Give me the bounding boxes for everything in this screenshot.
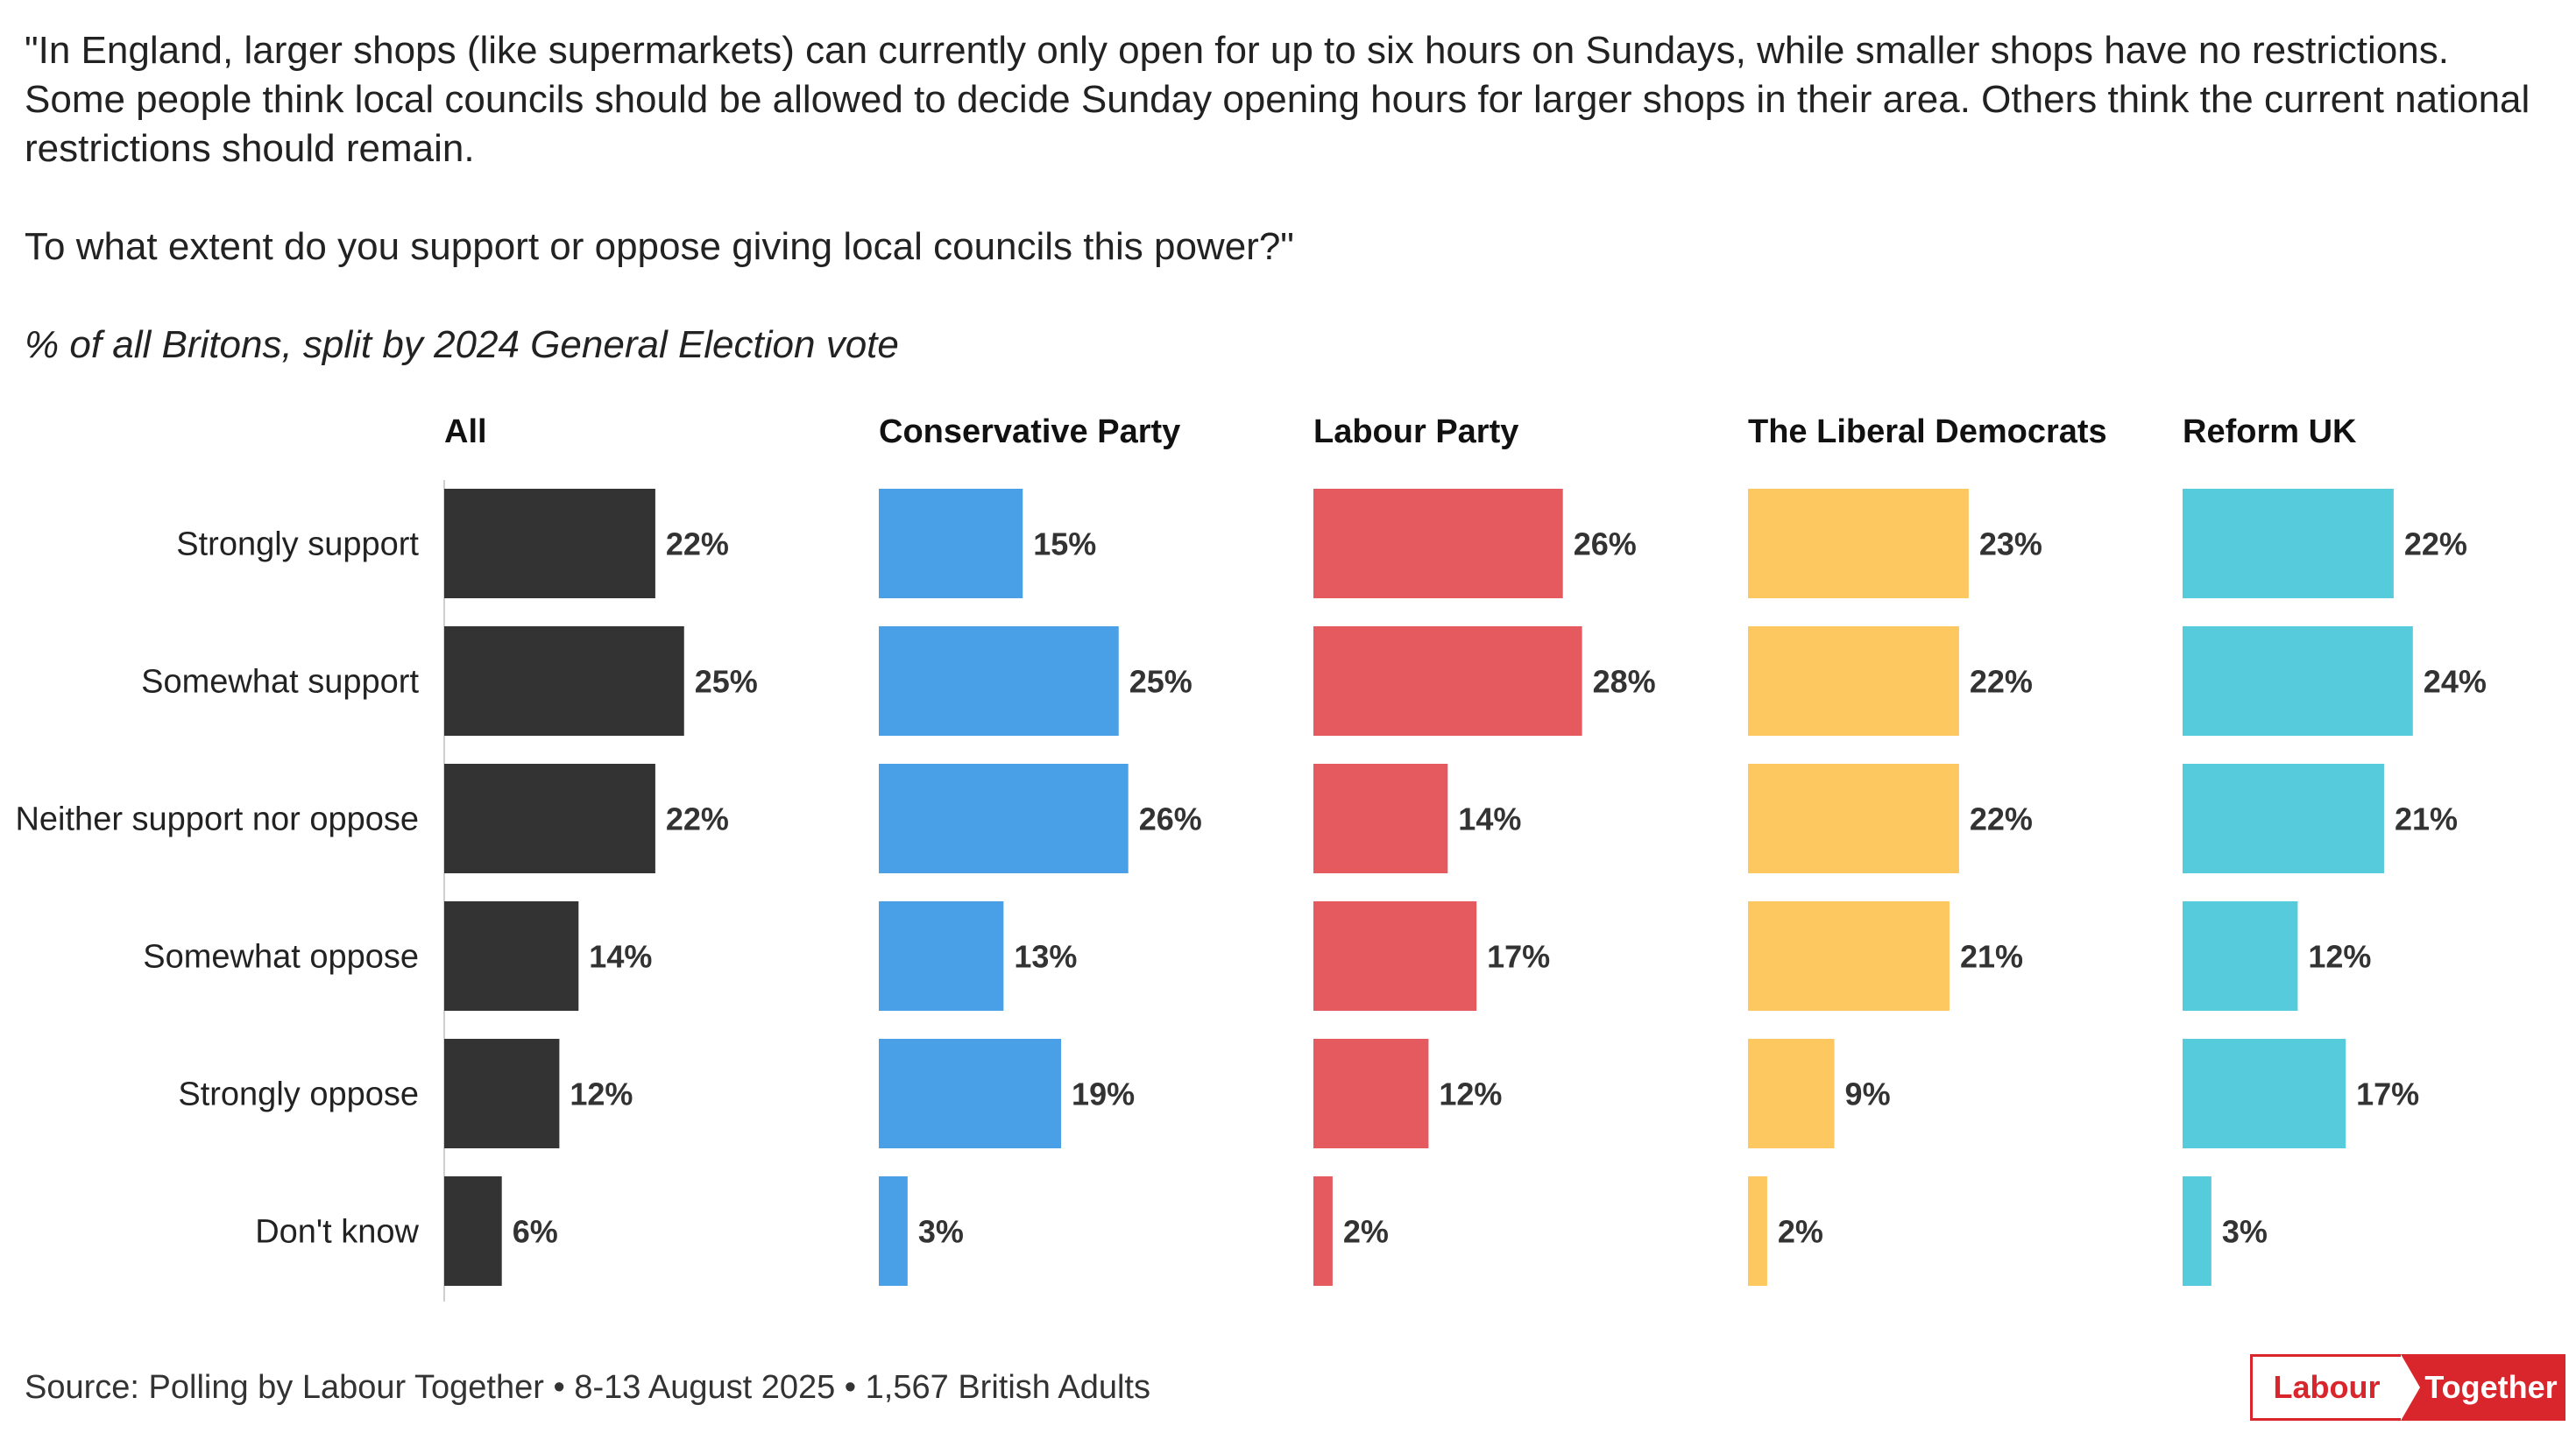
data-label: 21%	[2395, 801, 2458, 837]
bar	[444, 489, 655, 598]
bar	[2183, 764, 2384, 873]
category-label: Somewhat oppose	[143, 939, 419, 976]
bar	[1748, 489, 1969, 598]
category-label: Strongly oppose	[178, 1076, 419, 1113]
data-label: 26%	[1139, 801, 1202, 837]
bar	[1313, 764, 1448, 873]
data-label: 22%	[666, 526, 729, 562]
data-label: 17%	[2356, 1076, 2419, 1112]
data-label: 12%	[1439, 1076, 1502, 1112]
bar	[1748, 1039, 1835, 1148]
chart-subtitle: % of all Britons, split by 2024 General …	[25, 323, 899, 366]
data-label: 26%	[1574, 526, 1637, 562]
data-label: 15%	[1033, 526, 1096, 562]
bar	[1313, 1176, 1333, 1286]
data-label: 28%	[1593, 664, 1656, 700]
bar	[444, 626, 684, 736]
source-note: Source: Polling by Labour Together • 8-1…	[25, 1369, 1150, 1406]
question-text: "In England, larger shops (like supermar…	[25, 26, 2530, 272]
question-paragraph-1: "In England, larger shops (like supermar…	[25, 29, 2530, 170]
bar	[1313, 489, 1563, 598]
bar	[1313, 1039, 1429, 1148]
bar	[1748, 764, 1959, 873]
data-label: 23%	[1979, 526, 2042, 562]
bar	[1748, 901, 1950, 1011]
logo-right-text: Together	[2424, 1369, 2558, 1405]
logo-arrow-notch	[2401, 1354, 2420, 1421]
data-label: 14%	[589, 939, 652, 975]
data-label: 12%	[570, 1076, 633, 1112]
category-label: Strongly support	[176, 526, 419, 563]
panel-header: All	[444, 413, 487, 450]
bar	[2183, 901, 2298, 1011]
panel-header: Conservative Party	[879, 413, 1180, 450]
data-label: 24%	[2424, 664, 2487, 700]
bar	[2183, 1176, 2212, 1286]
panel-header: Labour Party	[1313, 413, 1518, 450]
bar	[879, 764, 1129, 873]
data-label: 19%	[1072, 1076, 1135, 1112]
bar	[1748, 1176, 1767, 1286]
bar	[879, 489, 1023, 598]
bar	[444, 901, 579, 1011]
data-label: 9%	[1845, 1076, 1891, 1112]
bar	[879, 626, 1119, 736]
data-label: 22%	[1970, 801, 2033, 837]
question-paragraph-2: To what extent do you support or oppose …	[25, 225, 1294, 268]
category-label: Somewhat support	[141, 664, 419, 701]
panel-header: Reform UK	[2183, 413, 2357, 450]
data-label: 17%	[1487, 939, 1550, 975]
bar	[444, 1039, 560, 1148]
bar	[2183, 626, 2413, 736]
data-label: 22%	[1970, 664, 2033, 700]
bar-chart: Strongly support Somewhat support Neither …	[15, 413, 2487, 1302]
labour-together-logo: Labour Together	[2250, 1354, 2565, 1421]
bar	[879, 1176, 908, 1286]
data-label: 22%	[2404, 526, 2467, 562]
logo-right-panel: Together	[2401, 1354, 2565, 1421]
bar	[444, 1176, 502, 1286]
data-label: 12%	[2308, 939, 2371, 975]
bar	[2183, 489, 2394, 598]
data-label: 21%	[1960, 939, 2023, 975]
bar	[2183, 1039, 2346, 1148]
data-label: 14%	[1458, 801, 1521, 837]
bar	[879, 1039, 1062, 1148]
bar	[444, 764, 655, 873]
data-label: 6%	[513, 1214, 558, 1250]
bar	[1313, 901, 1477, 1011]
logo-left-text: Labour	[2250, 1354, 2401, 1421]
category-label: Don't know	[255, 1214, 419, 1251]
data-label: 3%	[918, 1214, 964, 1250]
data-label: 3%	[2222, 1214, 2268, 1250]
bar	[1313, 626, 1582, 736]
data-label: 25%	[695, 664, 758, 700]
bar	[1748, 626, 1959, 736]
data-label: 2%	[1343, 1214, 1389, 1250]
category-label: Neither support nor oppose	[15, 801, 419, 838]
panel-header: The Liberal Democrats	[1748, 413, 2107, 450]
data-label: 22%	[666, 801, 729, 837]
bar	[879, 901, 1004, 1011]
data-label: 2%	[1778, 1214, 1823, 1250]
data-label: 13%	[1014, 939, 1077, 975]
data-label: 25%	[1129, 664, 1192, 700]
